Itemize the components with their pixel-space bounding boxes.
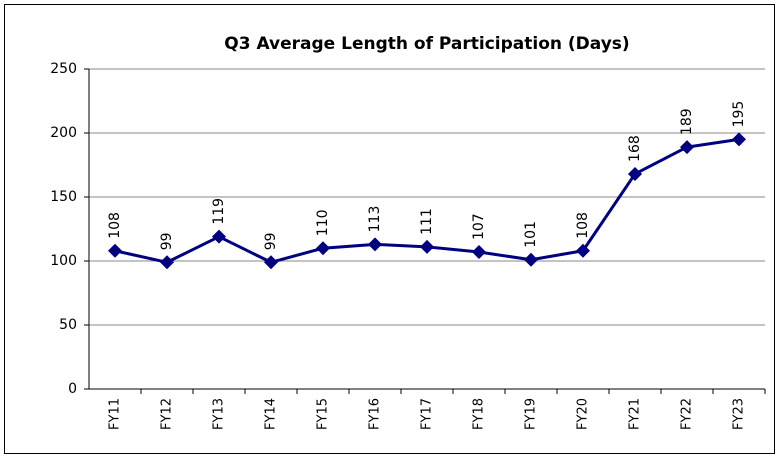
marker (524, 252, 538, 267)
data-label: 189 (679, 108, 695, 135)
data-label: 108 (575, 212, 591, 239)
x-tick-label: FY17 (420, 398, 435, 430)
marker (264, 255, 278, 270)
x-tick-label: FY12 (160, 398, 175, 430)
y-tick-label: 200 (50, 125, 77, 141)
data-label: 99 (263, 232, 279, 250)
marker (472, 245, 486, 260)
marker (316, 241, 330, 256)
y-tick-label: 0 (68, 381, 77, 397)
marker (732, 132, 746, 147)
x-tick-label: FY13 (212, 398, 227, 430)
y-tick-label: 100 (50, 253, 77, 269)
x-tick-label: FY15 (316, 398, 331, 430)
data-label: 99 (159, 232, 175, 250)
x-tick-label: FY16 (368, 398, 383, 430)
x-tick-label: FY23 (732, 398, 747, 430)
x-tick-label: FY20 (576, 398, 591, 430)
data-label: 113 (367, 206, 383, 233)
x-tick-label: FY22 (680, 398, 695, 430)
marker (108, 243, 122, 258)
x-tick-label: FY18 (472, 398, 487, 430)
data-label: 111 (419, 208, 435, 235)
y-tick-label: 250 (50, 61, 77, 77)
x-tick-label: FY11 (108, 398, 123, 430)
data-label: 195 (731, 101, 747, 128)
y-tick-label: 50 (59, 317, 77, 333)
data-label: 110 (315, 209, 331, 236)
marker (680, 140, 694, 155)
marker (420, 239, 434, 254)
marker (160, 255, 174, 270)
y-tick-label: 150 (50, 189, 77, 205)
marker (628, 166, 642, 181)
marker (212, 229, 226, 244)
x-tick-label: FY21 (628, 398, 643, 430)
marker (576, 243, 590, 258)
data-label: 168 (627, 135, 643, 162)
data-label: 107 (471, 213, 487, 240)
chart-border (4, 4, 775, 454)
data-label: 101 (523, 221, 539, 248)
marker (368, 237, 382, 252)
x-tick-label: FY14 (264, 398, 279, 430)
chart-title: Q3 Average Length of Participation (Days… (224, 34, 629, 54)
x-tick-label: FY19 (524, 398, 539, 430)
data-label: 108 (107, 212, 123, 239)
data-label: 119 (211, 198, 227, 225)
